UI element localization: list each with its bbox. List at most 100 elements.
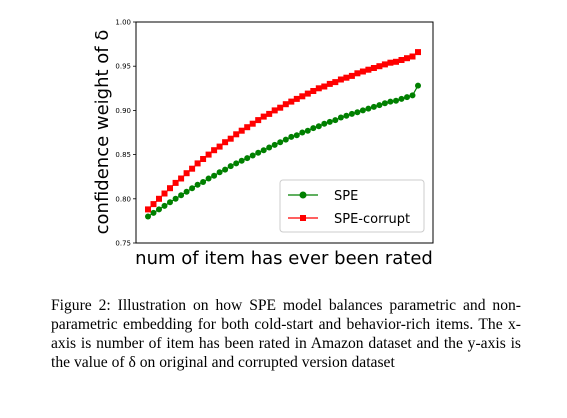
data-point-spe	[178, 192, 185, 199]
data-point-spe	[266, 144, 273, 151]
data-point-spe-corrupt	[299, 93, 306, 100]
data-point-spe-corrupt	[370, 65, 377, 71]
data-point-spe	[277, 139, 284, 146]
data-point-spe	[337, 114, 344, 121]
data-point-spe-corrupt	[227, 135, 234, 142]
data-point-spe-corrupt	[404, 55, 410, 62]
y-tick-label: 0.95	[115, 63, 131, 71]
data-point-spe-corrupt	[222, 139, 229, 146]
data-point-spe	[222, 166, 229, 173]
data-point-spe-corrupt	[167, 185, 173, 192]
data-point-spe-corrupt	[354, 70, 361, 77]
y-tick-label: 0.75	[115, 240, 131, 248]
data-point-spe	[172, 195, 179, 202]
data-point-spe-corrupt	[315, 85, 322, 92]
x-axis-label: num of item has ever been rated	[135, 248, 433, 269]
y-axis-label: confidence weight of δ	[92, 30, 113, 235]
data-point-spe	[343, 112, 350, 119]
legend-label-spe-corrupt: SPE-corrupt	[334, 212, 410, 227]
data-point-spe-corrupt	[332, 79, 339, 86]
legend-label-spe: SPE	[334, 189, 358, 204]
data-point-spe	[409, 92, 416, 99]
data-point-spe	[365, 105, 372, 112]
legend-marker-spe	[299, 191, 307, 199]
data-point-spe-corrupt	[205, 151, 212, 158]
data-point-spe-corrupt	[156, 195, 162, 202]
data-point-spe	[381, 100, 388, 107]
y-tick-label: 0.90	[115, 107, 131, 115]
data-point-spe-corrupt	[326, 80, 333, 87]
data-point-spe	[200, 179, 207, 185]
data-point-spe	[167, 199, 173, 206]
data-point-spe-corrupt	[310, 88, 317, 94]
data-point-spe	[404, 94, 410, 101]
data-point-spe	[255, 149, 262, 156]
data-point-spe	[205, 175, 212, 182]
data-point-spe	[271, 141, 278, 148]
data-point-spe	[282, 136, 289, 143]
data-point-spe	[393, 97, 399, 104]
data-point-spe	[348, 110, 355, 117]
data-point-spe-corrupt	[409, 53, 416, 60]
data-point-spe	[415, 82, 421, 89]
data-point-spe	[315, 123, 322, 130]
data-point-spe	[260, 147, 267, 154]
data-point-spe	[332, 117, 339, 124]
data-point-spe	[376, 102, 383, 109]
data-point-spe-corrupt	[145, 206, 151, 213]
data-point-spe	[145, 213, 151, 220]
data-point-spe	[227, 163, 234, 170]
data-point-spe-corrupt	[238, 127, 245, 134]
data-point-spe-corrupt	[150, 201, 157, 208]
data-point-spe-corrupt	[387, 59, 394, 66]
data-point-spe-corrupt	[376, 63, 383, 70]
data-point-spe-corrupt	[200, 156, 207, 162]
data-point-spe-corrupt	[260, 113, 267, 120]
data-point-spe	[183, 188, 190, 195]
line-chart: 0.75 0.80 0.85 0.90 0.95 1.00 confidence weig…	[92, 19, 434, 269]
data-point-spe	[233, 160, 240, 167]
data-point-spe	[321, 120, 328, 127]
data-point-spe	[398, 95, 405, 102]
y-axis-ticks: 0.75 0.80 0.85 0.90 0.95 1.00	[115, 19, 136, 248]
figure-caption: Figure 2: Illustration on how SPE model …	[51, 297, 521, 371]
data-point-spe-corrupt	[365, 66, 372, 73]
legend: SPE SPE-corrupt	[279, 179, 425, 233]
data-point-spe-corrupt	[337, 76, 344, 83]
data-point-spe	[293, 132, 300, 139]
data-point-spe-corrupt	[271, 107, 278, 114]
data-point-spe	[304, 127, 311, 134]
data-point-spe-corrupt	[321, 83, 328, 90]
data-point-spe	[238, 157, 245, 164]
legend-marker-spe-corrupt	[300, 215, 306, 221]
data-point-spe	[326, 118, 333, 125]
data-point-spe-corrupt	[233, 131, 240, 138]
data-point-spe	[299, 129, 306, 136]
data-point-spe-corrupt	[244, 124, 251, 131]
data-point-spe-corrupt	[266, 110, 273, 117]
data-point-spe-corrupt	[172, 179, 179, 186]
data-point-spe	[194, 181, 201, 188]
data-point-spe	[244, 155, 251, 162]
data-point-spe-corrupt	[398, 57, 405, 63]
data-point-spe	[288, 133, 295, 140]
series-layer	[145, 49, 421, 220]
data-point-spe-corrupt	[359, 68, 366, 75]
y-tick-label: 0.85	[115, 151, 131, 159]
y-tick-label: 0.80	[115, 195, 131, 203]
data-point-spe-corrupt	[178, 175, 185, 182]
data-point-spe	[216, 169, 223, 176]
data-point-spe-corrupt	[277, 104, 284, 111]
data-point-spe	[189, 185, 196, 192]
data-point-spe-corrupt	[293, 95, 300, 102]
data-point-spe	[359, 107, 366, 114]
data-point-spe-corrupt	[393, 58, 399, 65]
data-point-spe-corrupt	[282, 101, 289, 108]
data-point-spe	[310, 125, 317, 132]
data-point-spe	[370, 103, 377, 110]
legend-box	[279, 179, 425, 233]
data-point-spe-corrupt	[381, 61, 388, 68]
data-point-spe-corrupt	[183, 170, 190, 177]
data-point-spe-corrupt	[211, 147, 218, 154]
data-point-spe-corrupt	[161, 190, 168, 197]
